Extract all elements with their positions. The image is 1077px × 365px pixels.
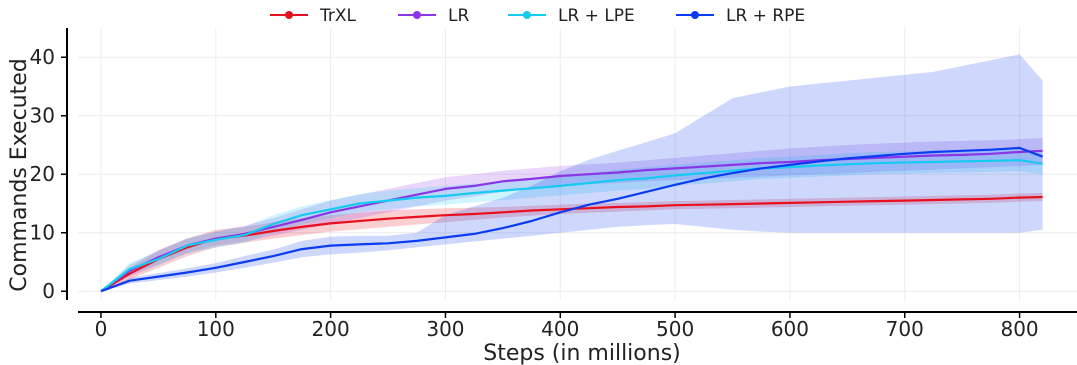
confidence-band [101, 138, 1043, 292]
legend-swatch-marker [413, 11, 421, 19]
legend-swatch-marker [523, 11, 531, 19]
series-line [100, 146, 1043, 293]
x-tick-label: 0 [95, 317, 108, 341]
axes: 0 100 200 300 400 500 600 700 800 0 10 20 30 40 [30, 28, 1077, 341]
x-tick-label: 800 [1000, 317, 1038, 341]
y-tick-label: 0 [42, 279, 55, 303]
grid [78, 28, 1077, 300]
confidence-band [101, 54, 1043, 292]
x-axis-title: Steps (in millions) [483, 341, 681, 365]
x-tick-label: 200 [312, 317, 350, 341]
x-tick-label: 400 [541, 317, 579, 341]
y-tick-label: 20 [30, 162, 55, 186]
legend-label: LR + LPE [558, 6, 635, 26]
legend-swatch-marker [285, 11, 293, 19]
legend-label: LR [448, 6, 469, 26]
series-line [100, 159, 1043, 293]
x-tick-label: 300 [426, 317, 464, 341]
x-tick-label: 700 [886, 317, 924, 341]
y-tick-label: 30 [30, 104, 55, 128]
series-lines [100, 146, 1043, 293]
y-axis-title: Commands Executed [7, 58, 32, 291]
legend-label: TrXL [319, 6, 357, 26]
confidence-bands [101, 54, 1043, 292]
x-tick-label: 100 [197, 317, 235, 341]
x-tick-label: 500 [656, 317, 694, 341]
y-tick-label: 10 [30, 221, 55, 245]
y-tick-label: 40 [30, 45, 55, 69]
legend-label: LR + RPE [726, 6, 805, 26]
legend: TrXL LR LR + LPE LR + RPE [270, 6, 805, 26]
legend-swatch-marker [691, 11, 699, 19]
confidence-band [101, 193, 1043, 292]
x-tick-label: 600 [771, 317, 809, 341]
